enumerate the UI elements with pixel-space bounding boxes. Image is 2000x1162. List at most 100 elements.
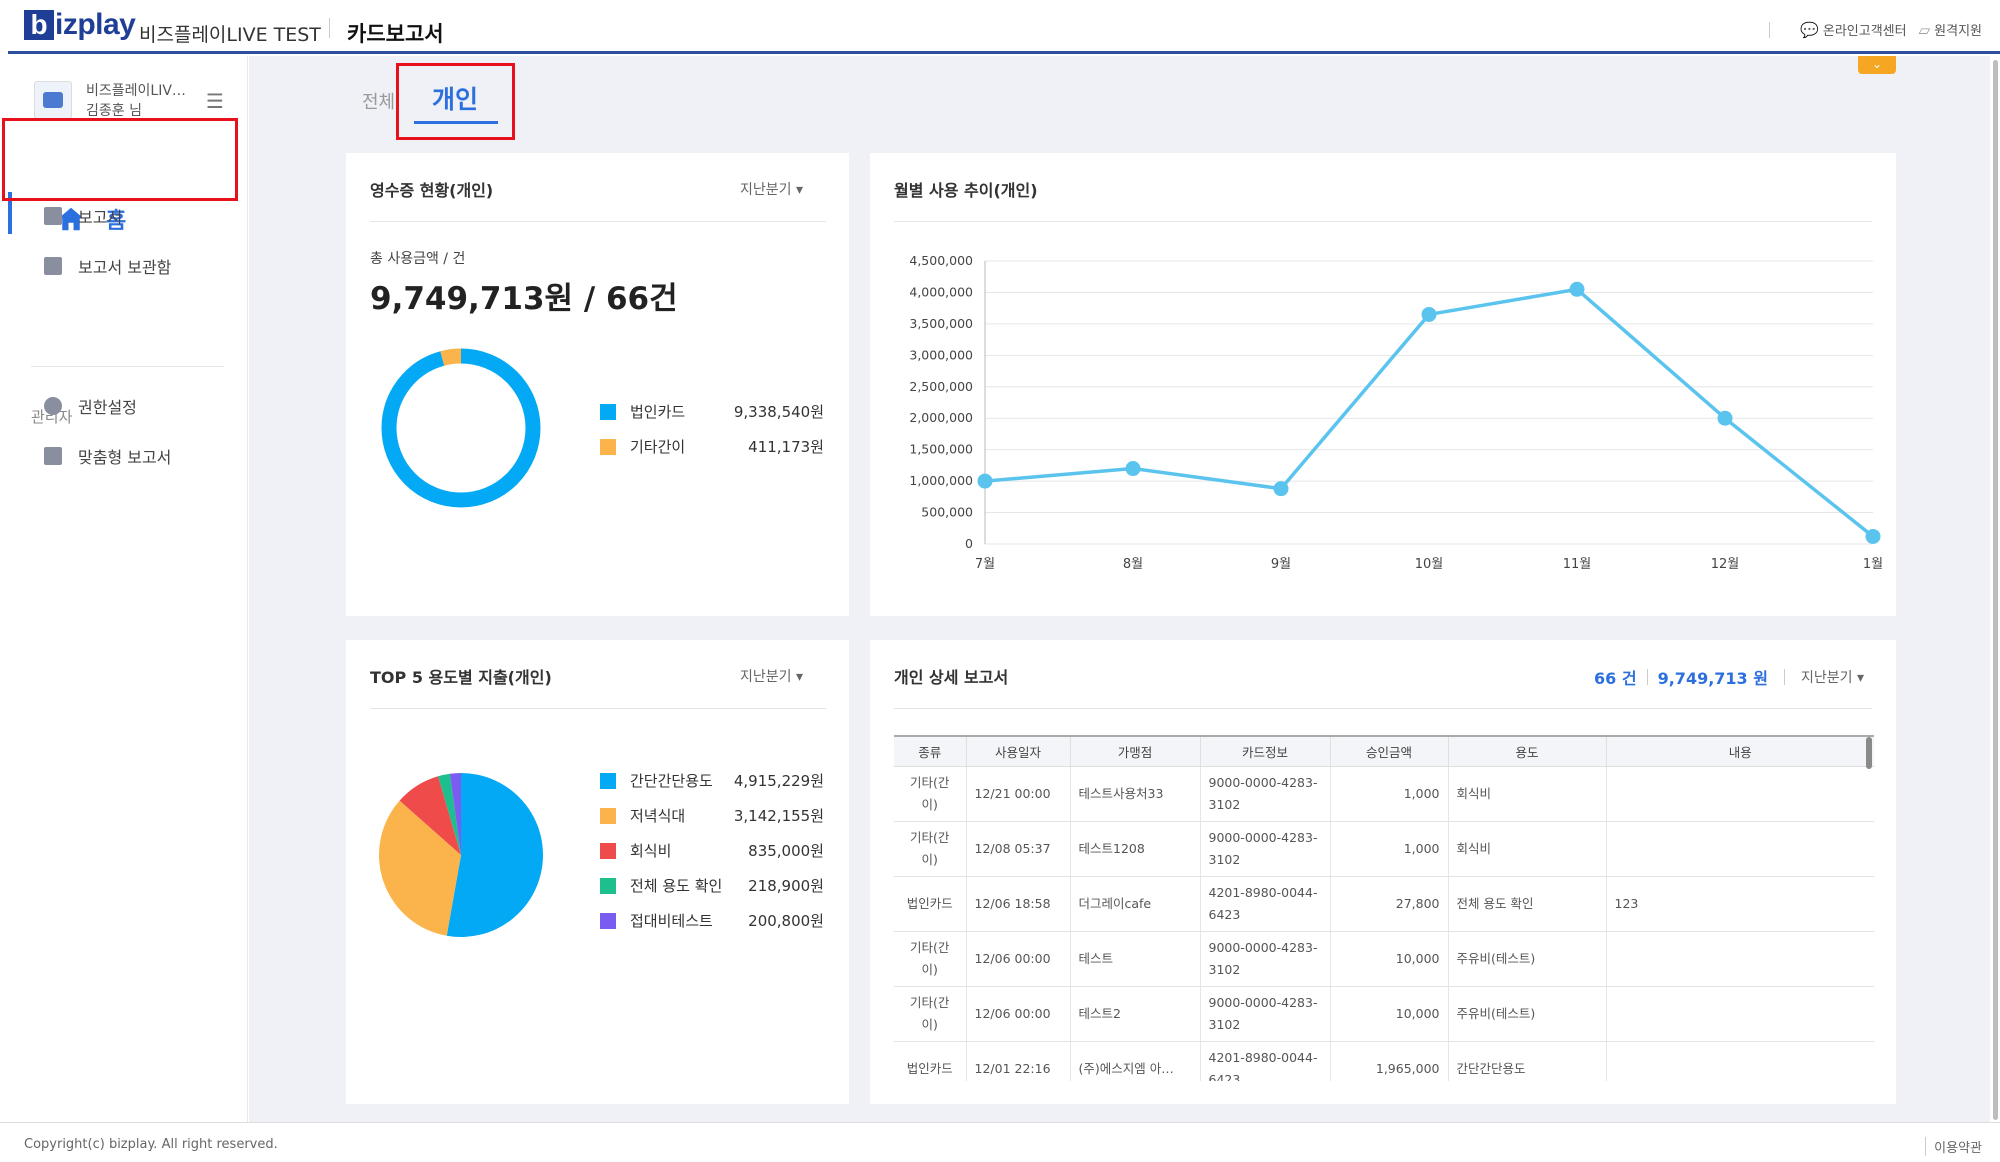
sidebar: 비즈플레이LIV… 김종훈 님 ☰ 홈 보고서 보고서 보관함 관리자 권한설정… [0,56,248,1122]
table-cell: 간단간단용도 [1448,1041,1607,1081]
data-point[interactable] [1125,461,1141,477]
period-filter-label: 지난분기 [1800,670,1853,686]
top5-legend-item: 저녁식대 3,142,155원 [600,805,824,826]
table-row[interactable]: 기타(간이) 12/06 00:00 테스트 9000-0000-4283-3102 1… [894,931,1874,987]
pie-slice-3 [438,773,461,855]
sidebar-item-reports[interactable]: 보고서 [44,204,122,228]
terms-link[interactable]: 이용약관 [1925,1137,1982,1156]
sidebar-item-label: 맞춤형 보고서 [78,448,172,467]
period-filter-label: 지난분기 [740,182,792,198]
legend-value: 411,173원 [748,438,824,456]
table-cell: 테스트1208 [1070,821,1201,877]
bar-chart-icon [44,207,62,225]
sidebar-item-report-archive[interactable]: 보고서 보관함 [44,254,171,278]
table-row[interactable]: 기타(간이) 12/06 00:00 테스트2 9000-0000-4283-3102… [894,986,1874,1042]
data-point[interactable] [1717,410,1733,426]
menu-collapse-icon[interactable]: ☰ [206,89,224,113]
top5-pie-chart [379,773,543,937]
online-support-link[interactable]: 💬 온라인고객센터 [1800,20,1906,40]
remote-support-link[interactable]: ▱ 원격지원 [1919,20,1982,40]
table-row[interactable]: 기타(간이) 12/21 00:00 테스트사용처33 9000-0000-4283-… [894,766,1874,822]
table-cell: 법인카드 [894,1041,967,1081]
profile[interactable]: 비즈플레이LIV… 김종훈 님 [34,81,186,121]
table-cell: 10,000 [1330,986,1449,1042]
data-point[interactable] [1865,528,1881,544]
total-value: 9,749,713원 / 66건 [370,281,678,317]
receipt-legend-item: 기타간이 411,173원 [600,436,824,457]
y-tick-label: 4,500,000 [909,253,973,268]
table-scrollbar-thumb[interactable] [1866,737,1872,769]
table-cell: 10,000 [1330,931,1449,987]
table-cell: 법인카드 [894,876,967,932]
pie-slice-2 [399,776,461,855]
period-filter-dropdown[interactable]: 지난분기 ▾ [740,666,803,686]
column-header[interactable]: 승인금액 [1330,735,1449,767]
column-header[interactable]: 사용일자 [966,735,1071,767]
data-point[interactable] [1273,481,1289,497]
sidebar-item-home[interactable]: 홈 [8,178,238,260]
table-cell: 123 [1606,876,1874,932]
column-header[interactable]: 카드정보 [1200,735,1331,767]
table-cell: 27,800 [1330,876,1449,932]
scrollbar-thumb[interactable] [1993,60,1998,1120]
tab-all[interactable]: 전체 [362,92,396,113]
column-header[interactable]: 가맹점 [1070,735,1201,767]
table-row[interactable]: 기타(간이) 12/08 05:37 테스트1208 9000-0000-4283-3… [894,821,1874,877]
column-header[interactable]: 내용 [1606,735,1874,767]
monthly-trend-line-chart: 0 500,000 1,000,000 1,500,000 2,000,000 2,500… [909,253,1883,572]
top5-legend-item: 회식비 835,000원 [600,840,824,861]
sidebar-item-label: 보고서 [78,208,123,227]
pie-slice-4 [449,773,461,855]
card-title: 영수증 현황(개인) [370,181,494,200]
pie-slice-1 [379,800,461,936]
table-cell: 회식비 [1448,821,1607,877]
bizplay-logo[interactable]: b izplay [24,8,136,42]
sidebar-item-permissions[interactable]: 권한설정 [44,394,137,418]
table-row[interactable]: 법인카드 12/06 18:58 더그레이cafe 4201-8980-0044-64… [894,876,1874,932]
chevron-down-icon[interactable]: ⌄ [1858,56,1896,74]
legend-value: 200,800원 [748,912,824,930]
data-point[interactable] [1569,281,1585,297]
table-cell: (주)에스지엠 아… [1070,1041,1201,1081]
x-tick-label: 11월 [1563,557,1592,572]
highlight-box-tab [396,63,515,140]
document-icon [44,257,62,275]
table-cell: 기타(간이) [894,766,967,822]
table-cell: 12/06 00:00 [966,986,1071,1042]
divider [1769,21,1771,38]
data-point[interactable] [977,473,993,489]
y-tick-label: 4,000,000 [909,284,973,299]
table-cell: 기타(간이) [894,821,967,877]
divider [1646,669,1648,685]
table-cell: 기타(간이) [894,986,967,1042]
divider [31,366,224,367]
data-point[interactable] [1421,306,1437,322]
legend-label: 저녁식대 [630,807,686,825]
table-cell: 1,000 [1330,766,1449,822]
divider [894,708,1872,709]
column-header[interactable]: 용도 [1448,735,1607,767]
header-underline [8,51,2000,54]
detail-summary: 66 건 9,749,713 원 지난분기 ▾ [1594,665,1864,689]
table-cell: 9000-0000-4283-3102 [1200,821,1331,877]
legend-swatch [600,438,616,455]
avatar [34,81,72,119]
table-row[interactable]: 법인카드 12/01 22:16 (주)에스지엠 아… 4201-8980-0044-… [894,1041,1874,1081]
caret-down-icon: ▾ [1856,670,1864,686]
period-filter-dropdown[interactable]: 지난분기 ▾ [1801,667,1864,687]
period-filter-dropdown[interactable]: 지난분기 ▾ [740,179,803,199]
tab-personal[interactable]: 개인 [432,85,479,114]
detail-amount: 9,749,713 원 [1657,669,1768,688]
profile-org: 비즈플레이LIV… [86,83,186,99]
home-icon [58,207,84,231]
legend-value: 218,900원 [748,877,824,895]
sidebar-item-custom-report[interactable]: 맞춤형 보고서 [44,444,171,468]
table-scroll-area[interactable]: 종류 사용일자 가맹점 카드정보 승인금액 용도 내용 기타(간이) 12/21 00:00 테… [870,640,1896,1081]
x-tick-label: 8월 [1123,557,1143,572]
total-label: 총 사용금액 / 건 [370,251,466,267]
tab-underline [414,121,498,124]
x-tick-label: 7월 [975,557,995,572]
column-header[interactable]: 종류 [894,735,967,767]
legend-swatch [600,807,616,824]
legend-value: 4,915,229원 [733,772,824,790]
